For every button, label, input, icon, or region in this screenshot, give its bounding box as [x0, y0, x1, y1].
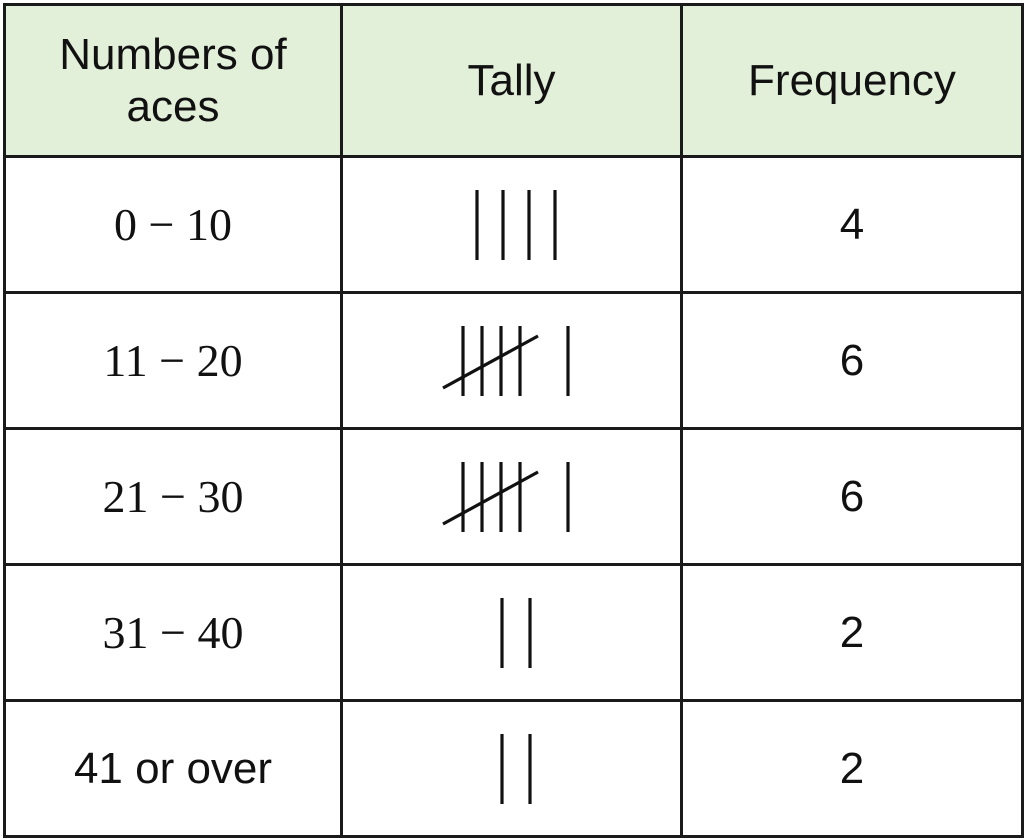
- header-frequency: Frequency: [682, 5, 1023, 157]
- tally-marks: [441, 454, 582, 540]
- tally-marks: [480, 726, 544, 812]
- header-range: Numbers of aces: [5, 5, 342, 157]
- tally-marks: [441, 318, 582, 404]
- table-row: 31 − 40 2: [5, 565, 1023, 701]
- table-row: 41 or over 2: [5, 701, 1023, 837]
- tally-cell: [342, 701, 682, 837]
- range-cell: 0 − 10: [5, 157, 342, 293]
- range-cell: 11 − 20: [5, 293, 342, 429]
- frequency-cell: 2: [682, 701, 1023, 837]
- header-tally: Tally: [342, 5, 682, 157]
- range-cell: 41 or over: [5, 701, 342, 837]
- tally-cell: [342, 157, 682, 293]
- tally-cross-stroke: [443, 336, 538, 388]
- tally-cell: [342, 293, 682, 429]
- tally-cell: [342, 565, 682, 701]
- table-row: 21 − 30 6: [5, 429, 1023, 565]
- tally-cell: [342, 429, 682, 565]
- frequency-table: Numbers of aces Tally Frequency 0 − 10 4…: [3, 3, 1024, 838]
- header-row: Numbers of aces Tally Frequency: [5, 5, 1023, 157]
- range-cell: 31 − 40: [5, 565, 342, 701]
- tally-marks: [480, 590, 544, 676]
- table-row: 0 − 10 4: [5, 157, 1023, 293]
- tally-cross-stroke: [443, 472, 538, 524]
- frequency-cell: 6: [682, 293, 1023, 429]
- header-range-line2: aces: [6, 81, 340, 133]
- frequency-cell: 2: [682, 565, 1023, 701]
- frequency-cell: 6: [682, 429, 1023, 565]
- range-cell: 21 − 30: [5, 429, 342, 565]
- header-range-line1: Numbers of: [6, 29, 340, 81]
- table-row: 11 − 20 6: [5, 293, 1023, 429]
- tally-marks: [455, 182, 569, 268]
- frequency-cell: 4: [682, 157, 1023, 293]
